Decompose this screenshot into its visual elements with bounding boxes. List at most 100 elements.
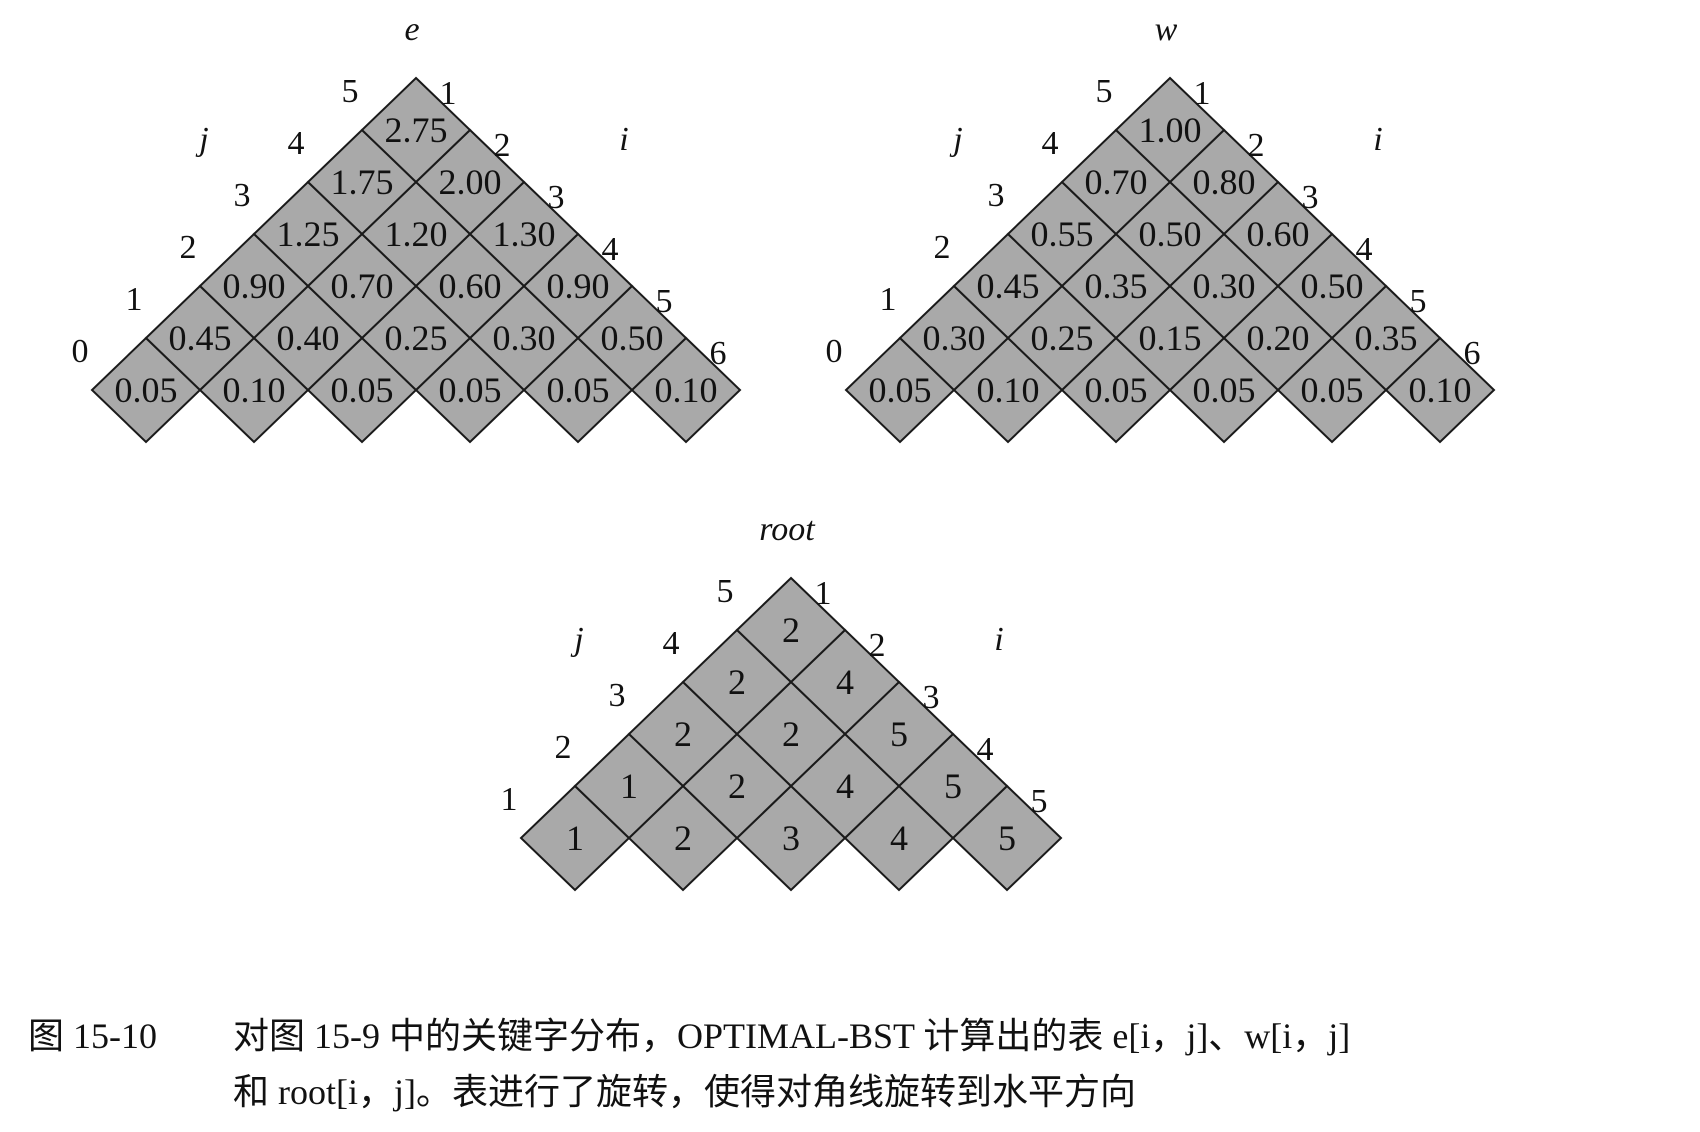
caption-line-2: 和 root[i，j]。表进行了旋转，使得对角线旋转到水平方向: [28, 1064, 1688, 1120]
j-index-label: 5: [342, 73, 359, 110]
i-index-label: 3: [923, 679, 940, 716]
table-title: w: [1155, 11, 1178, 48]
i-axis-letter: i: [619, 121, 628, 158]
j-index-label: 5: [1096, 73, 1113, 110]
figure-caption: 图 15-10 对图 15-9 中的关键字分布，OPTIMAL-BST 计算出的表…: [28, 1008, 1688, 1120]
j-index-label: 4: [288, 125, 305, 162]
cell-value: 0.45: [977, 266, 1040, 306]
j-index-label: 2: [180, 229, 197, 266]
i-index-label: 1: [440, 75, 457, 112]
cell-value: 4: [890, 818, 908, 858]
i-axis-letter: i: [994, 621, 1003, 658]
cell-value: 0.25: [1031, 318, 1094, 358]
j-index-label: 2: [934, 229, 951, 266]
cell-value: 5: [944, 766, 962, 806]
cell-value: 3: [782, 818, 800, 858]
j-index-label: 3: [609, 677, 626, 714]
cell-value: 0.45: [169, 318, 232, 358]
cell-value: 2: [674, 818, 692, 858]
table-cell: [1114, 76, 1226, 184]
j-index-label: 4: [1042, 125, 1059, 162]
cell-value: 0.10: [977, 370, 1040, 410]
i-index-label: 1: [815, 575, 832, 612]
cell-value: 2.75: [385, 110, 448, 150]
cell-value: 0.05: [869, 370, 932, 410]
i-index-label: 4: [1356, 231, 1373, 268]
i-index-label: 6: [1464, 335, 1481, 372]
table-title: e: [404, 11, 419, 48]
cell-value: 2: [728, 662, 746, 702]
cell-value: 5: [890, 714, 908, 754]
j-index-label: 1: [880, 281, 897, 318]
j-index-label: 1: [126, 281, 143, 318]
i-index-label: 6: [710, 335, 727, 372]
cell-value: 0.50: [1139, 214, 1202, 254]
cell-value: 0.80: [1193, 162, 1256, 202]
cell-value: 1.25: [277, 214, 340, 254]
cell-value: 4: [836, 662, 854, 702]
cell-value: 0.30: [493, 318, 556, 358]
cell-value: 0.60: [1247, 214, 1310, 254]
i-index-label: 5: [656, 283, 673, 320]
cell-value: 2: [782, 610, 800, 650]
table-cell: [360, 76, 472, 184]
j-index-label: 4: [663, 625, 680, 662]
cell-value: 0.10: [655, 370, 718, 410]
cell-value: 0.05: [547, 370, 610, 410]
j-index-label: 2: [555, 729, 572, 766]
table-w: w 0.05 0.10 0.05 0.05 0.05 0.10 0.30 0.25 0.15 0.2…: [826, 11, 1496, 444]
cell-value: 0.05: [331, 370, 394, 410]
i-index-label: 2: [1248, 127, 1265, 164]
cell-value: 0.40: [277, 318, 340, 358]
cell-value: 2: [674, 714, 692, 754]
table-title: root: [759, 511, 816, 548]
cell-value: 4: [836, 766, 854, 806]
cell-value: 2: [728, 766, 746, 806]
cell-value: 1: [566, 818, 584, 858]
j-index-label: 0: [72, 333, 89, 370]
cell-value: 0.10: [223, 370, 286, 410]
j-index-label: 0: [826, 333, 843, 370]
i-index-label: 3: [1302, 179, 1319, 216]
cell-value: 0.05: [1301, 370, 1364, 410]
cell-value: 1.00: [1139, 110, 1202, 150]
cell-value: 0.70: [331, 266, 394, 306]
i-index-label: 2: [494, 127, 511, 164]
i-index-label: 5: [1410, 283, 1427, 320]
j-index-label: 1: [501, 781, 518, 818]
i-index-label: 5: [1031, 783, 1048, 820]
caption-line-1: 图 15-10 对图 15-9 中的关键字分布，OPTIMAL-BST 计算出的表…: [28, 1008, 1688, 1064]
caption-text-1: 对图 15-9 中的关键字分布，OPTIMAL-BST 计算出的表 e[i，j]…: [233, 1016, 1351, 1056]
cell-value: 0.30: [1193, 266, 1256, 306]
j-index-label: 3: [988, 177, 1005, 214]
i-index-label: 3: [548, 179, 565, 216]
i-index-label: 4: [977, 731, 994, 768]
cell-value: 1: [620, 766, 638, 806]
j-index-label: 3: [234, 177, 251, 214]
cell-value: 0.35: [1085, 266, 1148, 306]
cell-value: 0.70: [1085, 162, 1148, 202]
table-cell: [735, 576, 847, 684]
cell-value: 1.30: [493, 214, 556, 254]
cell-value: 0.20: [1247, 318, 1310, 358]
cell-value: 5: [998, 818, 1016, 858]
table-e: e 0.05 0.10 0.05 0.05 0.05 0.10 0.45 0.40 0.25 0.3…: [72, 11, 742, 444]
cell-value: 0.05: [439, 370, 502, 410]
cell-value: 0.90: [547, 266, 610, 306]
i-index-label: 1: [1194, 75, 1211, 112]
cell-value: 2.00: [439, 162, 502, 202]
cell-value: 0.90: [223, 266, 286, 306]
cell-value: 0.55: [1031, 214, 1094, 254]
j-index-label: 5: [717, 573, 734, 610]
cell-value: 0.05: [1085, 370, 1148, 410]
cell-value: 0.05: [115, 370, 178, 410]
cell-value: 0.60: [439, 266, 502, 306]
i-axis-letter: i: [1373, 121, 1382, 158]
j-axis-letter: j: [949, 121, 962, 158]
cell-value: 2: [782, 714, 800, 754]
caption-text-2: 和 root[i，j]。表进行了旋转，使得对角线旋转到水平方向: [233, 1072, 1136, 1112]
cell-value: 0.05: [1193, 370, 1256, 410]
cell-value: 0.10: [1409, 370, 1472, 410]
